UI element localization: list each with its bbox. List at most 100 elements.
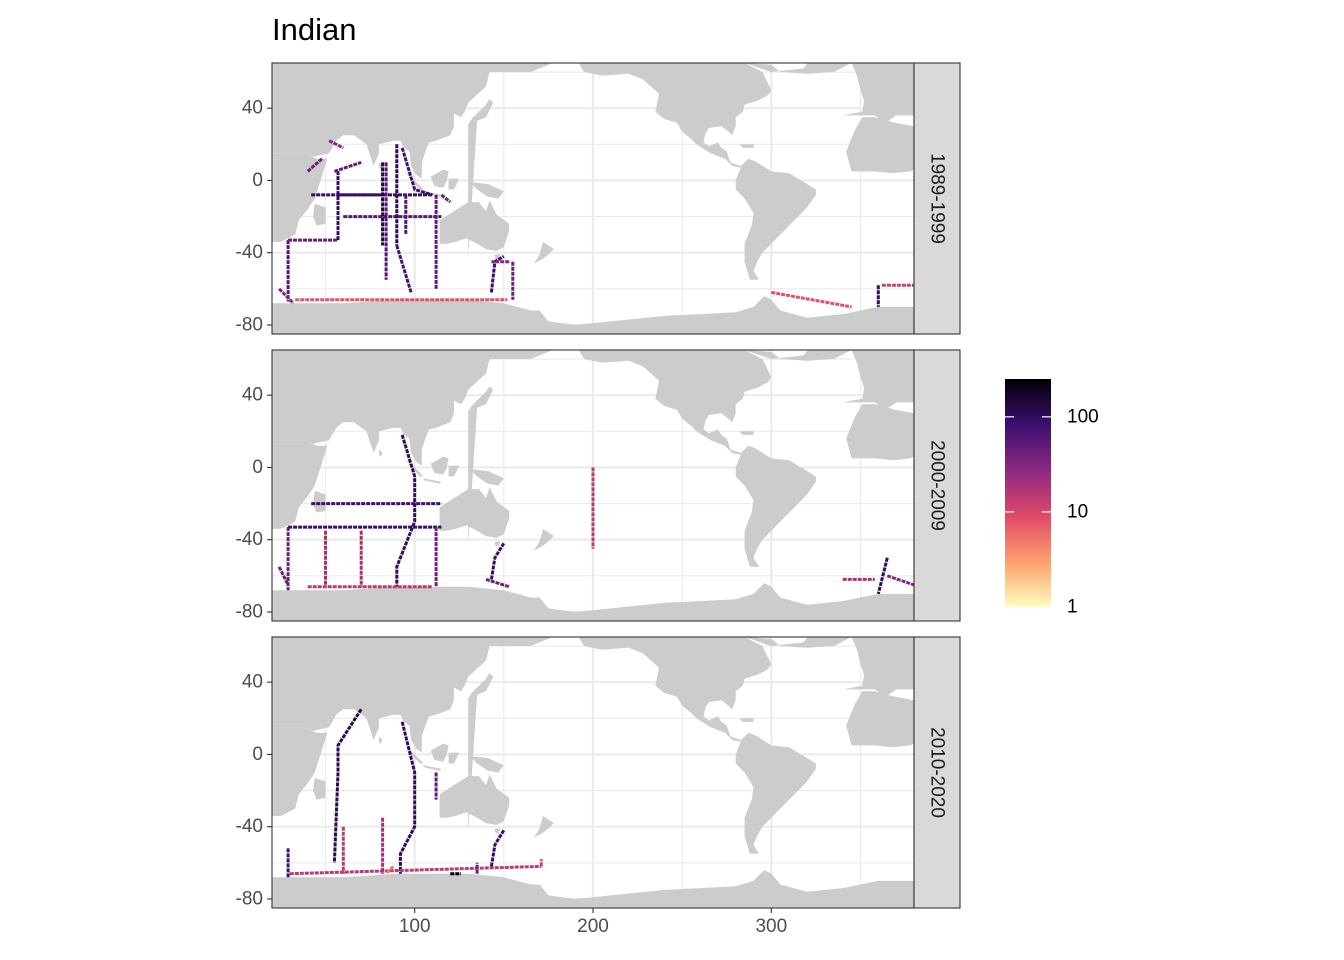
- land-polygon: [430, 169, 449, 188]
- observation-track: [395, 434, 417, 587]
- land-polygon: [744, 637, 852, 648]
- facet-strip-label: 2000-2009: [927, 440, 948, 531]
- land-polygon: [468, 673, 494, 831]
- panel-content: [272, 637, 914, 908]
- legend-ticks: 1 10 100: [1005, 406, 1099, 618]
- observation-track: [289, 864, 542, 876]
- land-polygon: [272, 727, 328, 816]
- y-tick-label: 40: [242, 672, 263, 693]
- land-polygon: [423, 478, 442, 484]
- land-polygon: [534, 241, 554, 264]
- land-polygon: [578, 63, 816, 280]
- strip-background: [913, 62, 961, 335]
- y-tick-label: -80: [236, 888, 263, 909]
- land-polygon: [842, 63, 914, 123]
- land-polygon: [842, 637, 914, 697]
- observation-track: [306, 157, 323, 173]
- y-axis: 40 0 -40 -80: [236, 98, 272, 335]
- land-polygon: [272, 63, 576, 179]
- observation-track: [771, 290, 852, 309]
- land-polygon: [379, 449, 383, 457]
- land-polygon: [272, 440, 328, 529]
- y-tick-label: -40: [236, 242, 263, 263]
- observation-track: [395, 245, 413, 293]
- observation-track: [489, 255, 505, 293]
- land-polygon: [272, 296, 914, 334]
- land-polygon: [534, 815, 554, 838]
- facet-panel: 1989-1999 40 0 -40 -80: [236, 62, 961, 335]
- land-polygon: [739, 718, 754, 722]
- land-polygon: [313, 490, 326, 513]
- land-polygon: [405, 458, 424, 477]
- land-polygon: [405, 745, 424, 764]
- land-polygon: [578, 350, 816, 567]
- x-tick-label: 100: [399, 916, 431, 937]
- land-polygon: [468, 386, 494, 544]
- land-polygon: [272, 870, 914, 908]
- land-polygon: [846, 404, 914, 461]
- land-polygon: [744, 350, 852, 361]
- facet-strip: 2000-2009: [913, 349, 961, 622]
- panel-content: [272, 63, 914, 334]
- observation-track: [278, 287, 295, 305]
- facet-strip-label: 2010-2020: [927, 727, 948, 818]
- observation-track: [886, 574, 914, 587]
- land-polygon: [468, 99, 494, 257]
- facet-strip-label: 1989-1999: [927, 153, 948, 244]
- land-polygon: [313, 777, 326, 800]
- land-polygon: [423, 765, 442, 771]
- land-polygon: [272, 637, 576, 753]
- land-polygon: [405, 171, 424, 190]
- land-polygon: [494, 541, 501, 547]
- land-polygon: [534, 528, 554, 551]
- y-tick-label: -80: [236, 601, 263, 622]
- color-legend: 1 10 100: [1005, 379, 1099, 618]
- legend-tick-label: 1: [1067, 597, 1078, 618]
- land-polygon: [448, 752, 460, 764]
- observation-track: [398, 721, 417, 874]
- legend-tick-label: 100: [1067, 406, 1099, 427]
- x-axis: 100 200 300: [399, 908, 787, 937]
- y-tick-label: -40: [236, 529, 263, 550]
- land-polygon: [272, 153, 328, 242]
- y-tick-label: -40: [236, 816, 263, 837]
- land-polygon: [578, 637, 816, 854]
- land-polygon: [379, 162, 383, 170]
- facet-strip: 2010-2020: [913, 636, 961, 909]
- x-tick-label: 300: [755, 916, 787, 937]
- y-tick-label: 0: [252, 744, 263, 765]
- land-polygon: [470, 756, 504, 773]
- land-polygon: [430, 456, 449, 475]
- observation-track: [277, 566, 290, 586]
- land-polygon: [448, 465, 460, 477]
- land-polygon: [439, 200, 510, 251]
- y-axis: 40 0 -40 -80: [236, 672, 272, 909]
- land-layer: [272, 350, 914, 621]
- observation-track: [489, 542, 506, 580]
- land-layer: [272, 63, 914, 334]
- land-layer: [272, 637, 914, 908]
- y-axis: 40 0 -40 -80: [236, 385, 272, 622]
- land-polygon: [439, 487, 510, 538]
- land-polygon: [470, 182, 504, 199]
- observation-track: [440, 193, 452, 204]
- chart-title: Indian: [272, 12, 356, 47]
- land-polygon: [272, 350, 576, 466]
- y-tick-label: -80: [236, 314, 263, 335]
- facet-strip: 1989-1999: [913, 62, 961, 335]
- y-tick-label: 40: [242, 98, 263, 119]
- land-polygon: [272, 583, 914, 621]
- land-polygon: [313, 203, 326, 226]
- legend-color-bar: [1005, 379, 1051, 607]
- land-polygon: [744, 63, 852, 74]
- observation-track: [385, 865, 395, 875]
- land-polygon: [494, 828, 501, 834]
- facet-panel: 2010-2020 40 0 -40 -80: [236, 636, 961, 909]
- observation-tracks: [277, 434, 914, 595]
- observation-tracks: [278, 139, 914, 309]
- legend-tick-label: 10: [1067, 501, 1088, 522]
- y-tick-label: 0: [252, 457, 263, 478]
- land-polygon: [470, 469, 504, 486]
- observation-track: [489, 829, 506, 867]
